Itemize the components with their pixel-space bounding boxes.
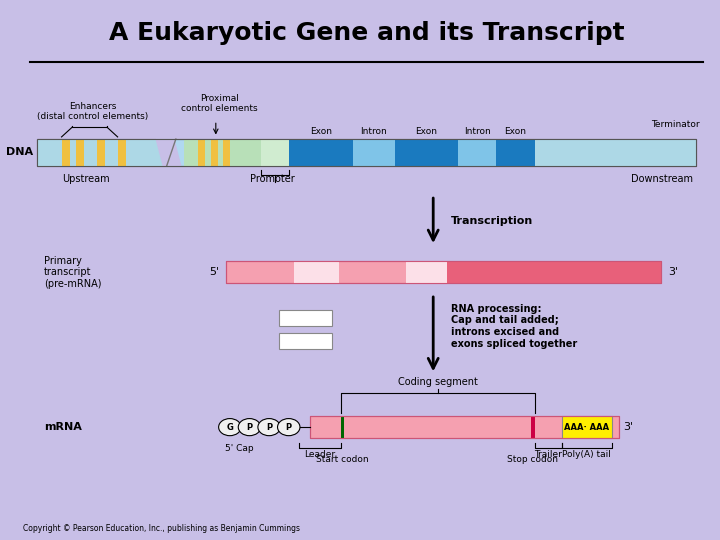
Bar (341, 416, 344, 438)
Bar (198, 139, 205, 166)
Text: Transcription: Transcription (451, 216, 533, 226)
Bar (562, 416, 612, 438)
Bar (211, 139, 218, 166)
Bar (496, 139, 535, 166)
Text: Terminator: Terminator (651, 120, 699, 130)
Bar (117, 139, 126, 166)
Bar (37, 139, 170, 166)
Bar (353, 139, 395, 166)
Text: Copyright © Pearson Education, Inc., publishing as Benjamin Cummings: Copyright © Pearson Education, Inc., pub… (23, 524, 300, 533)
Text: Intron: Intron (464, 127, 490, 137)
Text: Proximal
control elements: Proximal control elements (181, 94, 258, 113)
Text: A Eukaryotic Gene and its Transcript: A Eukaryotic Gene and its Transcript (109, 22, 624, 45)
Bar (395, 139, 458, 166)
Bar (310, 416, 619, 438)
Text: Enhancers
(distal control elements): Enhancers (distal control elements) (37, 102, 149, 122)
Bar (535, 139, 696, 166)
Bar (37, 139, 696, 166)
Bar (406, 261, 447, 284)
Bar (294, 261, 339, 284)
Text: Exon: Exon (415, 127, 437, 137)
Text: P: P (266, 423, 272, 431)
Bar (310, 416, 619, 438)
Text: Exon: Exon (310, 127, 332, 137)
Text: G: G (226, 423, 233, 431)
Text: 3': 3' (668, 267, 678, 277)
Bar (222, 139, 230, 166)
Bar (226, 261, 661, 284)
Text: RNA processing:
Cap and tail added;
introns excised and
exons spliced together: RNA processing: Cap and tail added; intr… (451, 303, 577, 348)
Bar (289, 139, 353, 166)
Bar (279, 310, 331, 326)
Text: Promoter: Promoter (250, 174, 294, 184)
Bar (458, 139, 496, 166)
Bar (261, 139, 289, 166)
Bar (447, 261, 661, 284)
Text: 5': 5' (210, 267, 220, 277)
Bar (37, 139, 696, 166)
Text: AAA· AAA: AAA· AAA (564, 423, 609, 431)
Text: Downstream: Downstream (631, 174, 693, 184)
Text: P: P (246, 423, 253, 431)
Circle shape (219, 418, 241, 436)
Text: DNA: DNA (6, 147, 34, 158)
Text: Poly(A) tail: Poly(A) tail (562, 450, 611, 458)
Text: Coding segment: Coding segment (398, 377, 477, 387)
Circle shape (238, 418, 261, 436)
Text: Trailer: Trailer (534, 450, 562, 458)
Text: mRNA: mRNA (44, 422, 82, 432)
Bar (96, 139, 105, 166)
Text: Exon: Exon (505, 127, 526, 137)
Text: Start codon: Start codon (316, 455, 369, 464)
Text: Stop codon: Stop codon (508, 455, 558, 464)
Text: Leader: Leader (304, 450, 336, 458)
Bar (76, 139, 84, 166)
Bar (184, 139, 261, 166)
Text: Intron: Intron (360, 127, 387, 137)
Bar (226, 261, 661, 284)
Polygon shape (156, 139, 181, 166)
Circle shape (258, 418, 280, 436)
Text: P: P (286, 423, 292, 431)
Bar (61, 139, 70, 166)
Text: Primary
transcript
(pre-mRNA): Primary transcript (pre-mRNA) (44, 255, 102, 289)
Bar (279, 333, 331, 349)
Text: 3': 3' (624, 422, 634, 432)
Bar (531, 416, 535, 438)
Text: 5' Cap: 5' Cap (225, 444, 254, 453)
Text: Upstream: Upstream (62, 174, 110, 184)
Circle shape (277, 418, 300, 436)
